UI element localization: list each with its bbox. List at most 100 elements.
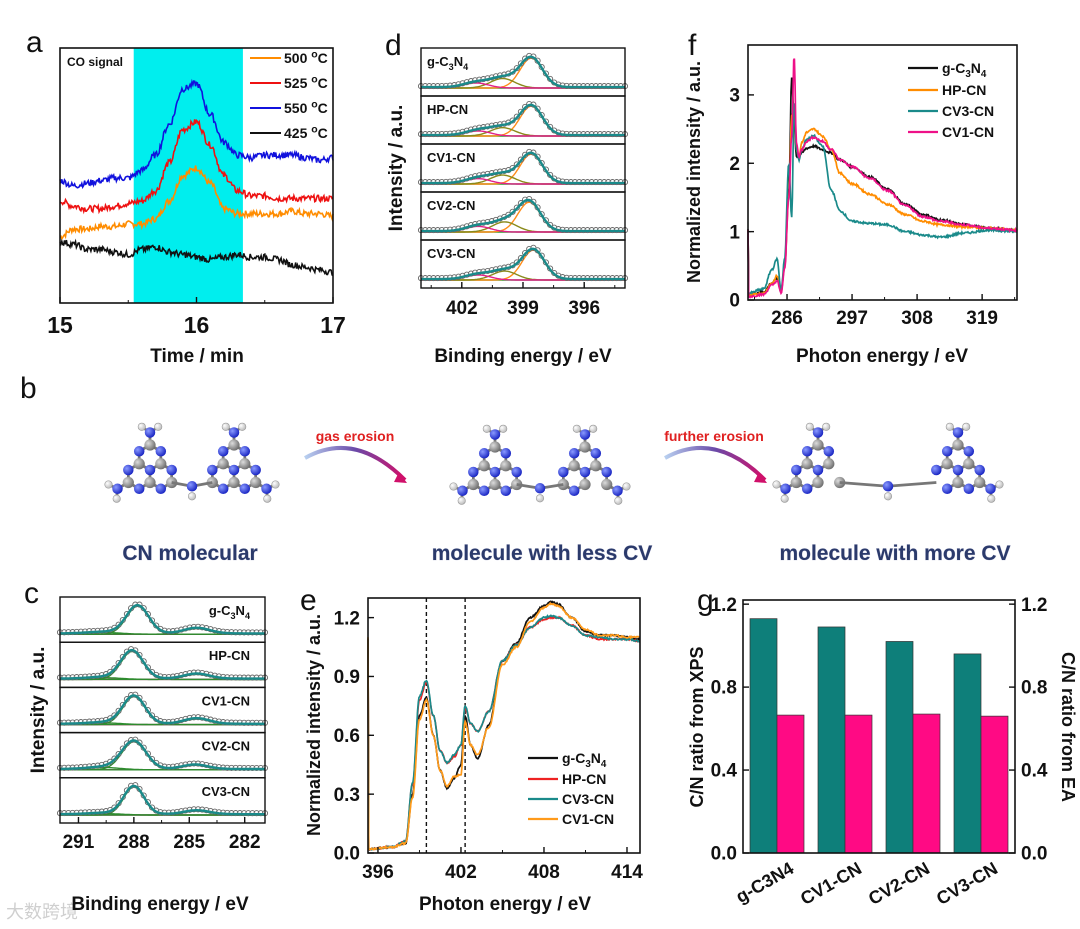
carbon-atom [579, 478, 591, 491]
fit-envelope [421, 151, 625, 185]
nitrogen-atom [963, 446, 975, 457]
hydrogen-atom [271, 480, 280, 489]
nitrogen-atom [500, 485, 512, 497]
carbon-atom [478, 460, 490, 472]
legend-label: g-C3N4 [942, 60, 987, 80]
sample-label: HP-CN [209, 648, 250, 663]
sample-label: g-C3N4 [427, 54, 469, 72]
x-axis-label-a: Time / min [150, 346, 244, 367]
spectrum-stack-4 [417, 239, 629, 289]
x-tick-label: 16 [184, 312, 210, 338]
carbon-atom [133, 458, 145, 470]
arrow-head-icon [754, 472, 767, 483]
spectrum-stack-3 [417, 191, 629, 241]
arrow-2-label: further erosion [664, 428, 764, 444]
y-axis-label-f: Normalized intensity / a.u. [684, 61, 704, 283]
bond [887, 481, 937, 488]
fit-envelope [421, 103, 625, 137]
legend-label: 525 oC [284, 73, 328, 91]
nitrogen-atom [974, 464, 985, 476]
carbon-atom [601, 478, 613, 491]
carbon-atom [250, 476, 262, 489]
nitrogen-atom [239, 483, 251, 495]
x-tick-label: 402 [446, 298, 478, 319]
erosion-arrow-2 [664, 445, 767, 482]
erosion-arrow-1 [304, 445, 407, 482]
nitrogen-atom [123, 464, 134, 476]
carbon-atom [974, 476, 986, 489]
nitrogen-atom [468, 466, 479, 478]
x-tick-label: 396 [568, 298, 600, 319]
y-tick-label: 0.0 [711, 844, 737, 865]
carbon-atom [489, 441, 501, 453]
arrow-1-label: gas erosion [316, 428, 395, 444]
bond [839, 481, 889, 488]
nitrogen-atom [155, 446, 167, 457]
bar-ea [844, 714, 873, 854]
panel-letter-g: g [697, 584, 714, 617]
nitrogen-atom [941, 446, 953, 457]
y-tick-label: 0.8 [1021, 678, 1047, 699]
nitrogen-atom [217, 446, 229, 457]
hydrogen-atom [614, 496, 623, 505]
nitrogen-atom [558, 466, 569, 478]
series-line-0 [59, 165, 334, 241]
panel-letter-c: c [24, 577, 39, 610]
hydrogen-atom [772, 480, 781, 489]
sample-label: CV2-CN [427, 198, 475, 213]
carbon-atom [228, 439, 240, 451]
carbon-atom [122, 476, 134, 489]
carbon-atom [812, 439, 824, 451]
carbon-atom [952, 439, 964, 451]
stack-frame [59, 777, 266, 824]
hydrogen-atom [499, 424, 508, 433]
nitrogen-atom [186, 481, 198, 492]
x-tick-label: 15 [47, 312, 73, 338]
series-line-1 [59, 119, 334, 215]
carbon-atom [467, 478, 479, 491]
carbon-atom [228, 476, 240, 489]
nitrogen-atom [133, 483, 145, 495]
hydrogen-atom [962, 422, 971, 431]
nitrogen-atom [963, 483, 975, 495]
series-line-3 [59, 238, 334, 277]
nitrogen-atom [112, 483, 123, 495]
x-axis-label-e: Photon energy / eV [419, 894, 591, 915]
bar-xps [953, 653, 982, 854]
nitrogen-atom [590, 448, 602, 459]
nitrogen-atom [500, 448, 512, 459]
x-tick-label: 399 [507, 298, 539, 319]
x-tick-label: 285 [173, 832, 205, 853]
hydrogen-atom [104, 480, 113, 489]
y-axis-label-e: Normalized intensity / a.u. [304, 614, 324, 836]
spectrum-stack-1 [417, 95, 629, 145]
legend-label: CV3-CN [562, 791, 614, 807]
sample-label: CV2-CN [202, 739, 250, 754]
nitrogen-atom [568, 485, 580, 497]
hydrogen-atom [589, 424, 598, 433]
y-axis-label-right: C/N ratio from EA [1058, 652, 1078, 802]
hydrogen-atom [263, 494, 272, 503]
nitrogen-atom [952, 464, 964, 476]
bar-xps [749, 618, 778, 854]
hydrogen-atom [238, 422, 247, 431]
spectrum-stack-0 [56, 596, 269, 643]
spectrum-stack-2 [417, 143, 629, 193]
hydrogen-atom [987, 494, 996, 503]
hydrogen-atom [154, 422, 163, 431]
fit-envelope [60, 603, 265, 635]
caption-more-cv: molecule with more CV [779, 542, 1010, 565]
panel-letter-a: a [26, 26, 43, 59]
nitrogen-atom [812, 464, 824, 476]
nitrogen-atom [489, 429, 501, 440]
nitrogen-atom [144, 464, 156, 476]
y-tick-label: 1.2 [711, 595, 737, 616]
nitrogen-atom [985, 483, 996, 495]
caption-cn-molecular: CN molecular [122, 542, 257, 565]
carbon-atom [500, 460, 512, 472]
carbon-atom [144, 476, 156, 489]
nitrogen-atom [534, 483, 546, 494]
hydrogen-atom [449, 482, 458, 491]
hydrogen-atom [572, 424, 581, 433]
legend-label: CV1-CN [562, 811, 614, 827]
